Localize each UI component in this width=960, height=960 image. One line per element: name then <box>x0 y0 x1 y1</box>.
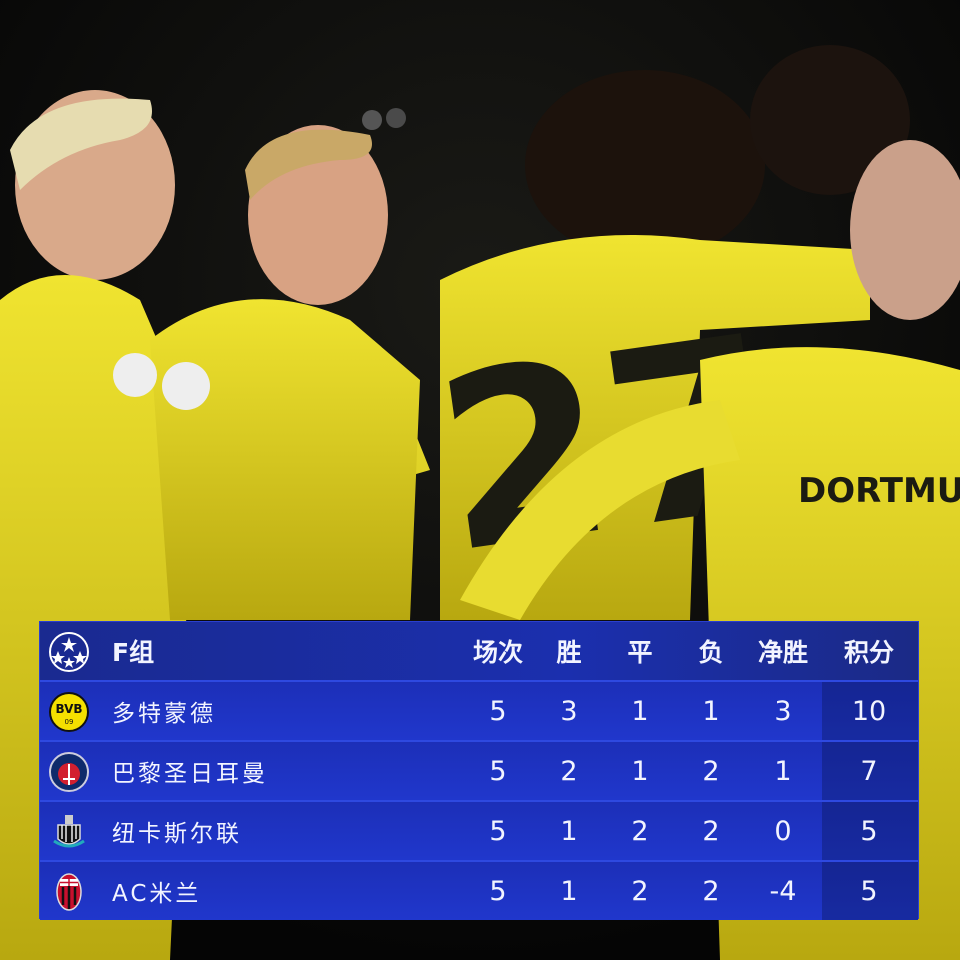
lost: 2 <box>702 815 720 847</box>
lost: 2 <box>702 755 720 787</box>
table-header: F组 场次 胜 平 负 净胜 积分 <box>40 622 918 680</box>
header-goal-difference: 净胜 <box>757 638 808 667</box>
drawn: 1 <box>631 755 649 787</box>
points: 5 <box>860 875 878 907</box>
table-row: 巴黎圣日耳曼 5 2 1 2 1 7 <box>40 740 918 800</box>
goal-difference: 3 <box>774 695 792 727</box>
header-played: 场次 <box>472 638 523 667</box>
team-name: 纽卡斯尔联 <box>112 821 242 847</box>
drawn: 2 <box>631 875 649 907</box>
bvb-crest-icon: BVB 09 <box>49 692 89 732</box>
points: 5 <box>860 815 878 847</box>
played: 5 <box>489 695 507 727</box>
won: 1 <box>560 815 578 847</box>
jersey-sponsor-text: DORTMU <box>798 471 960 511</box>
team-name: 多特蒙德 <box>112 701 216 727</box>
points: 10 <box>851 695 887 727</box>
team-name: 巴黎圣日耳曼 <box>112 761 268 787</box>
goal-difference: 1 <box>774 755 792 787</box>
drawn: 2 <box>631 815 649 847</box>
won: 3 <box>560 695 578 727</box>
table-row: BVB 09 多特蒙德 5 3 1 1 3 10 <box>40 680 918 740</box>
lost: 1 <box>702 695 720 727</box>
goal-difference: -4 <box>769 875 797 907</box>
played: 5 <box>489 875 507 907</box>
psg-crest-icon <box>49 752 89 792</box>
svg-text:09: 09 <box>65 718 74 726</box>
table-row: AC米兰 5 1 2 2 -4 5 <box>40 860 918 920</box>
header-points: 积分 <box>843 638 894 667</box>
team-name: AC米兰 <box>112 881 202 907</box>
won: 1 <box>560 875 578 907</box>
won: 2 <box>560 755 578 787</box>
played: 5 <box>489 815 507 847</box>
header-lost: 负 <box>698 638 724 667</box>
table-row: 纽卡斯尔联 5 1 2 2 0 5 <box>40 800 918 860</box>
played: 5 <box>489 755 507 787</box>
header-drawn: 平 <box>627 638 653 667</box>
ac-milan-crest-icon <box>56 873 82 911</box>
header-won: 胜 <box>556 638 582 667</box>
points: 7 <box>860 755 878 787</box>
newcastle-crest-icon <box>53 815 85 848</box>
group-standings-table: F组 场次 胜 平 负 净胜 积分 BVB 09 多特蒙德 5 3 1 1 3 … <box>40 622 918 920</box>
drawn: 1 <box>631 695 649 727</box>
lost: 2 <box>702 875 720 907</box>
group-title: F组 <box>112 638 155 667</box>
champions-league-starball-icon <box>49 632 89 672</box>
goal-difference: 0 <box>774 815 792 847</box>
svg-text:BVB: BVB <box>55 702 82 716</box>
